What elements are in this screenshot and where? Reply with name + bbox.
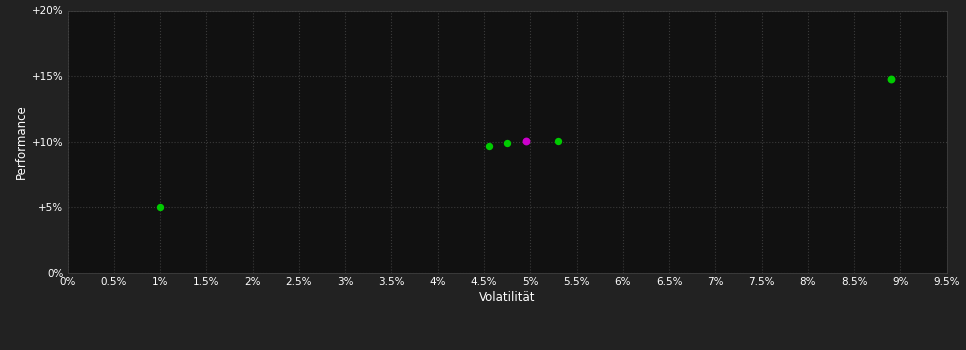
Point [884, 76, 899, 82]
Point [499, 140, 515, 146]
X-axis label: Volatilität: Volatilität [479, 291, 535, 304]
Point [481, 144, 497, 149]
Point [551, 138, 566, 144]
Y-axis label: Performance: Performance [14, 104, 28, 179]
Point [518, 138, 533, 144]
Point [153, 204, 168, 210]
